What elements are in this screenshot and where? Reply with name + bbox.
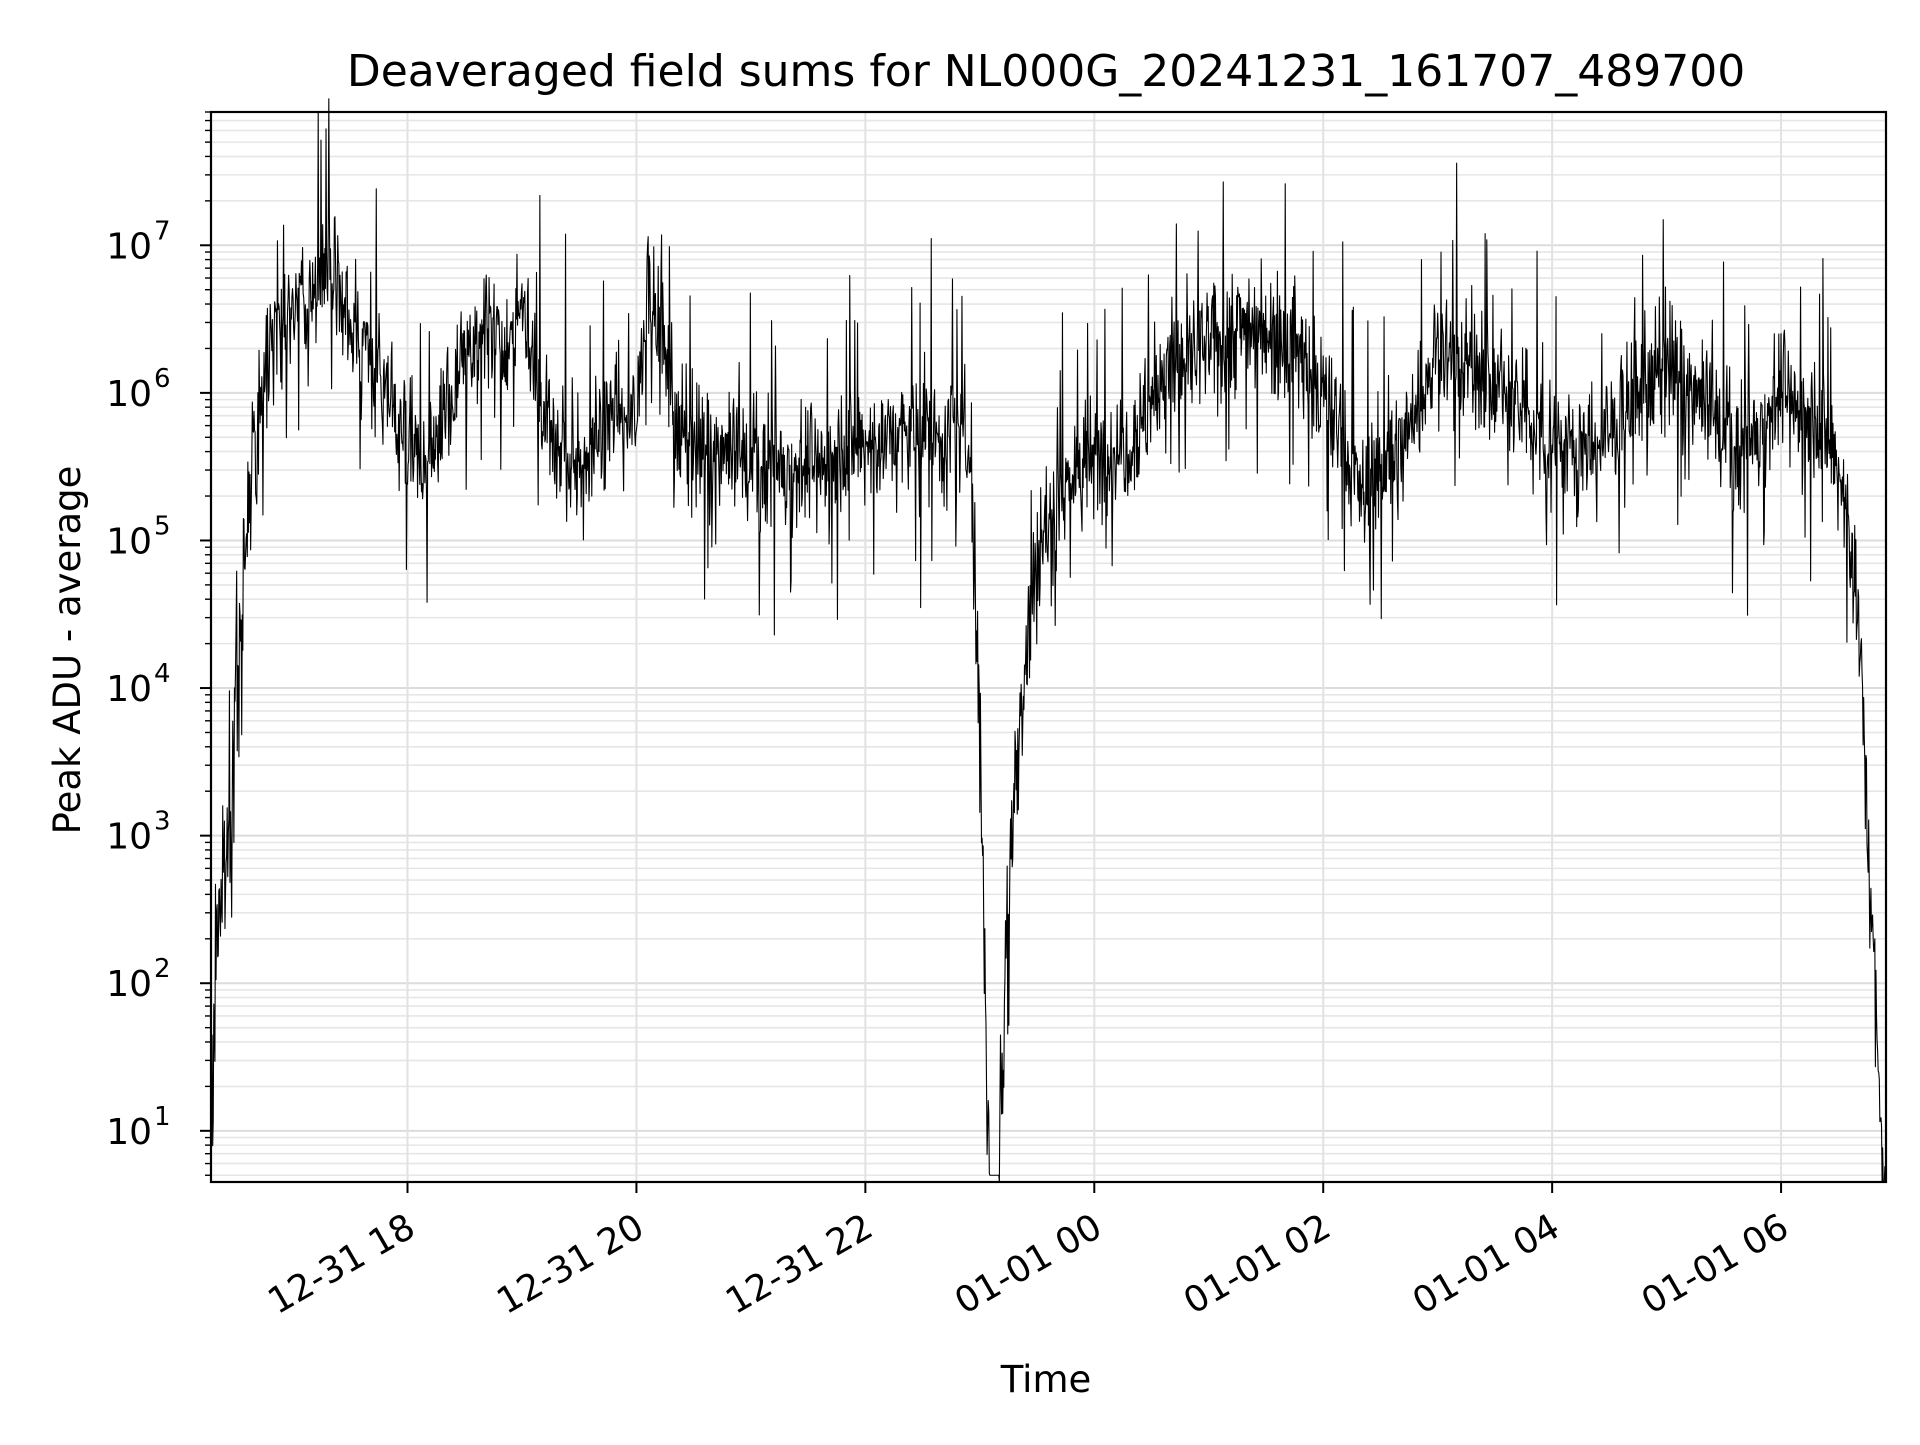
y-tick-label: 10 7 [106, 216, 170, 267]
series-layer [210, 98, 1887, 1183]
series-line [210, 98, 1887, 1183]
y-tick-exponent: 6 [154, 364, 171, 394]
y-tick-exponent: 2 [154, 954, 171, 984]
y-tick-exponent: 4 [154, 659, 171, 689]
grid-layer [211, 111, 1886, 1182]
x-axis-label: Time [1000, 1358, 1092, 1401]
y-tick-exponent: 3 [154, 807, 171, 837]
y-tick-base: 10 [106, 1112, 152, 1153]
y-tick-base: 10 [106, 226, 152, 267]
y-tick-base: 10 [106, 817, 152, 858]
y-tick-base: 10 [106, 669, 152, 710]
y-tick-base: 10 [106, 374, 152, 415]
y-tick-base: 10 [106, 521, 152, 562]
y-tick-label: 10 1 [106, 1102, 170, 1153]
y-tick-base: 10 [106, 964, 152, 1005]
y-tick-label: 10 5 [106, 511, 170, 562]
plot-frame [209, 110, 1888, 1184]
y-tick-label: 10 6 [106, 364, 170, 415]
y-tick-exponent: 7 [154, 216, 171, 246]
chart-title: Deaveraged field sums for NL000G_2024123… [347, 46, 1745, 97]
y-tick-label: 10 4 [106, 659, 170, 710]
y-tick-label: 10 3 [106, 807, 170, 858]
y-axis-label: Peak ADU - average [46, 466, 89, 835]
y-tick-label: 10 2 [106, 954, 170, 1005]
y-tick-exponent: 5 [154, 511, 171, 541]
y-tick-exponent: 1 [154, 1102, 171, 1132]
